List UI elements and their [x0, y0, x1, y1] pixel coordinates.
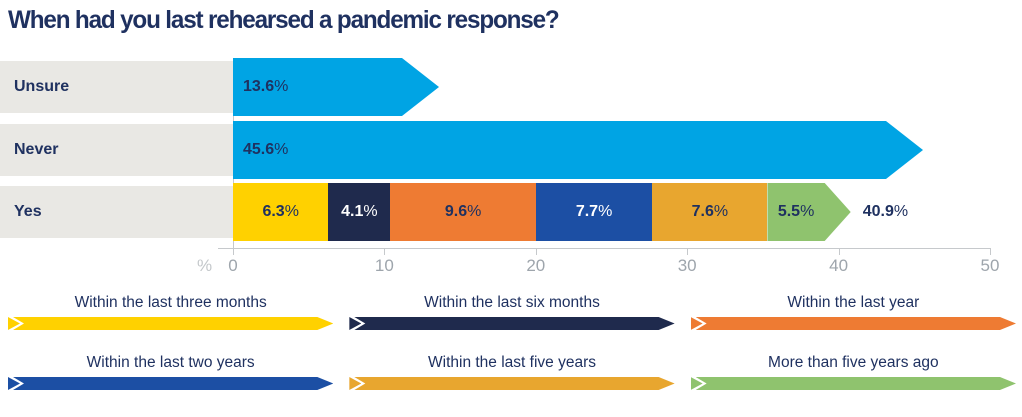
bar-value-label: 7.7%	[575, 203, 613, 220]
x-axis-line	[218, 248, 990, 249]
bar-never: 45.6%	[233, 121, 923, 179]
legend-ribbon	[349, 317, 674, 330]
legend-item-label: Within the last year	[787, 294, 920, 311]
legend-item-label: Within the last five years	[428, 354, 596, 371]
row-label-background	[0, 124, 233, 176]
stacked-segment: 9.6%	[390, 183, 536, 241]
axis-tick-mark	[990, 248, 991, 255]
axis-tick-mark	[687, 248, 689, 255]
stacked-segment: 7.6%	[652, 183, 768, 241]
bar-value-label: 7.6%	[691, 203, 729, 220]
legend-ribbon	[8, 317, 333, 330]
row-label: Unsure	[14, 78, 70, 95]
bar-value-label: 40.9%	[862, 203, 909, 220]
stacked-segment: 6.3%	[233, 183, 329, 241]
legend: Within the last three months Within the l…	[8, 294, 1016, 390]
axis-unit-label: %	[197, 256, 213, 275]
legend-item-label: More than five years ago	[768, 354, 939, 371]
chart-row: Never 45.6%	[0, 121, 1022, 179]
row-label: Never	[14, 141, 59, 158]
legend-item-label: Within the last two years	[86, 354, 255, 371]
stacked-total-label: 40.9%	[863, 183, 908, 241]
bar-value-label: 9.6%	[444, 203, 482, 220]
legend-item: Within the last two years	[8, 354, 333, 390]
bar-unsure: 13.6%	[233, 58, 439, 116]
bar-value-label: 5.5%	[777, 203, 815, 220]
axis-tick-label: 50	[980, 256, 1000, 275]
legend-item-label: Within the last three months	[74, 294, 267, 311]
stacked-segment: 5.5%	[767, 183, 850, 241]
legend-item-label: Within the last six months	[424, 294, 600, 311]
ribbon-body	[354, 377, 674, 390]
bar-value-label: 45.6%	[243, 141, 289, 158]
axis-tick-label: 0	[228, 256, 238, 275]
axis-tick-mark	[838, 248, 840, 255]
legend-item: Within the last six months	[349, 294, 674, 330]
legend-ribbon	[690, 377, 1016, 390]
chart-row: Unsure 13.6%	[0, 58, 1022, 116]
bar-value-label: 13.6%	[243, 78, 289, 95]
stacked-segment: 7.7%	[535, 183, 653, 241]
bar-value-label: 4.1%	[341, 203, 378, 220]
ribbon-body	[13, 377, 333, 390]
ribbon-body	[354, 317, 674, 330]
axis-tick-mark	[535, 248, 537, 255]
chart-row: Yes 6.3% 4.1% 9.6% 7.7% 7.6% 5.5% 40.9%	[0, 183, 1022, 241]
axis-tick-label: 30	[677, 256, 697, 275]
legend-ribbon	[349, 377, 674, 390]
ribbon-body	[696, 317, 1016, 330]
legend-item: More than five years ago	[690, 354, 1016, 390]
legend-item: Within the last three months	[8, 294, 333, 330]
stacked-segment: 4.1%	[328, 183, 391, 241]
axis-tick-label: 20	[526, 256, 546, 275]
legend-ribbon	[690, 317, 1016, 330]
legend-item: Within the last five years	[349, 354, 674, 390]
row-label-background	[0, 186, 233, 238]
legend-ribbon	[8, 377, 333, 390]
axis-tick-mark	[233, 248, 234, 255]
chart-title: When had you last rehearsed a pandemic r…	[8, 6, 560, 34]
axis-tick-label: 10	[374, 256, 394, 275]
axis-tick-label: 40	[829, 256, 849, 275]
row-label-background	[0, 61, 233, 113]
bar-value-label: 6.3%	[262, 203, 299, 220]
legend-item: Within the last year	[690, 294, 1016, 330]
axis-tick-mark	[384, 248, 386, 255]
row-label: Yes	[14, 203, 42, 220]
ribbon-body	[13, 317, 333, 330]
ribbon-body	[696, 377, 1016, 390]
